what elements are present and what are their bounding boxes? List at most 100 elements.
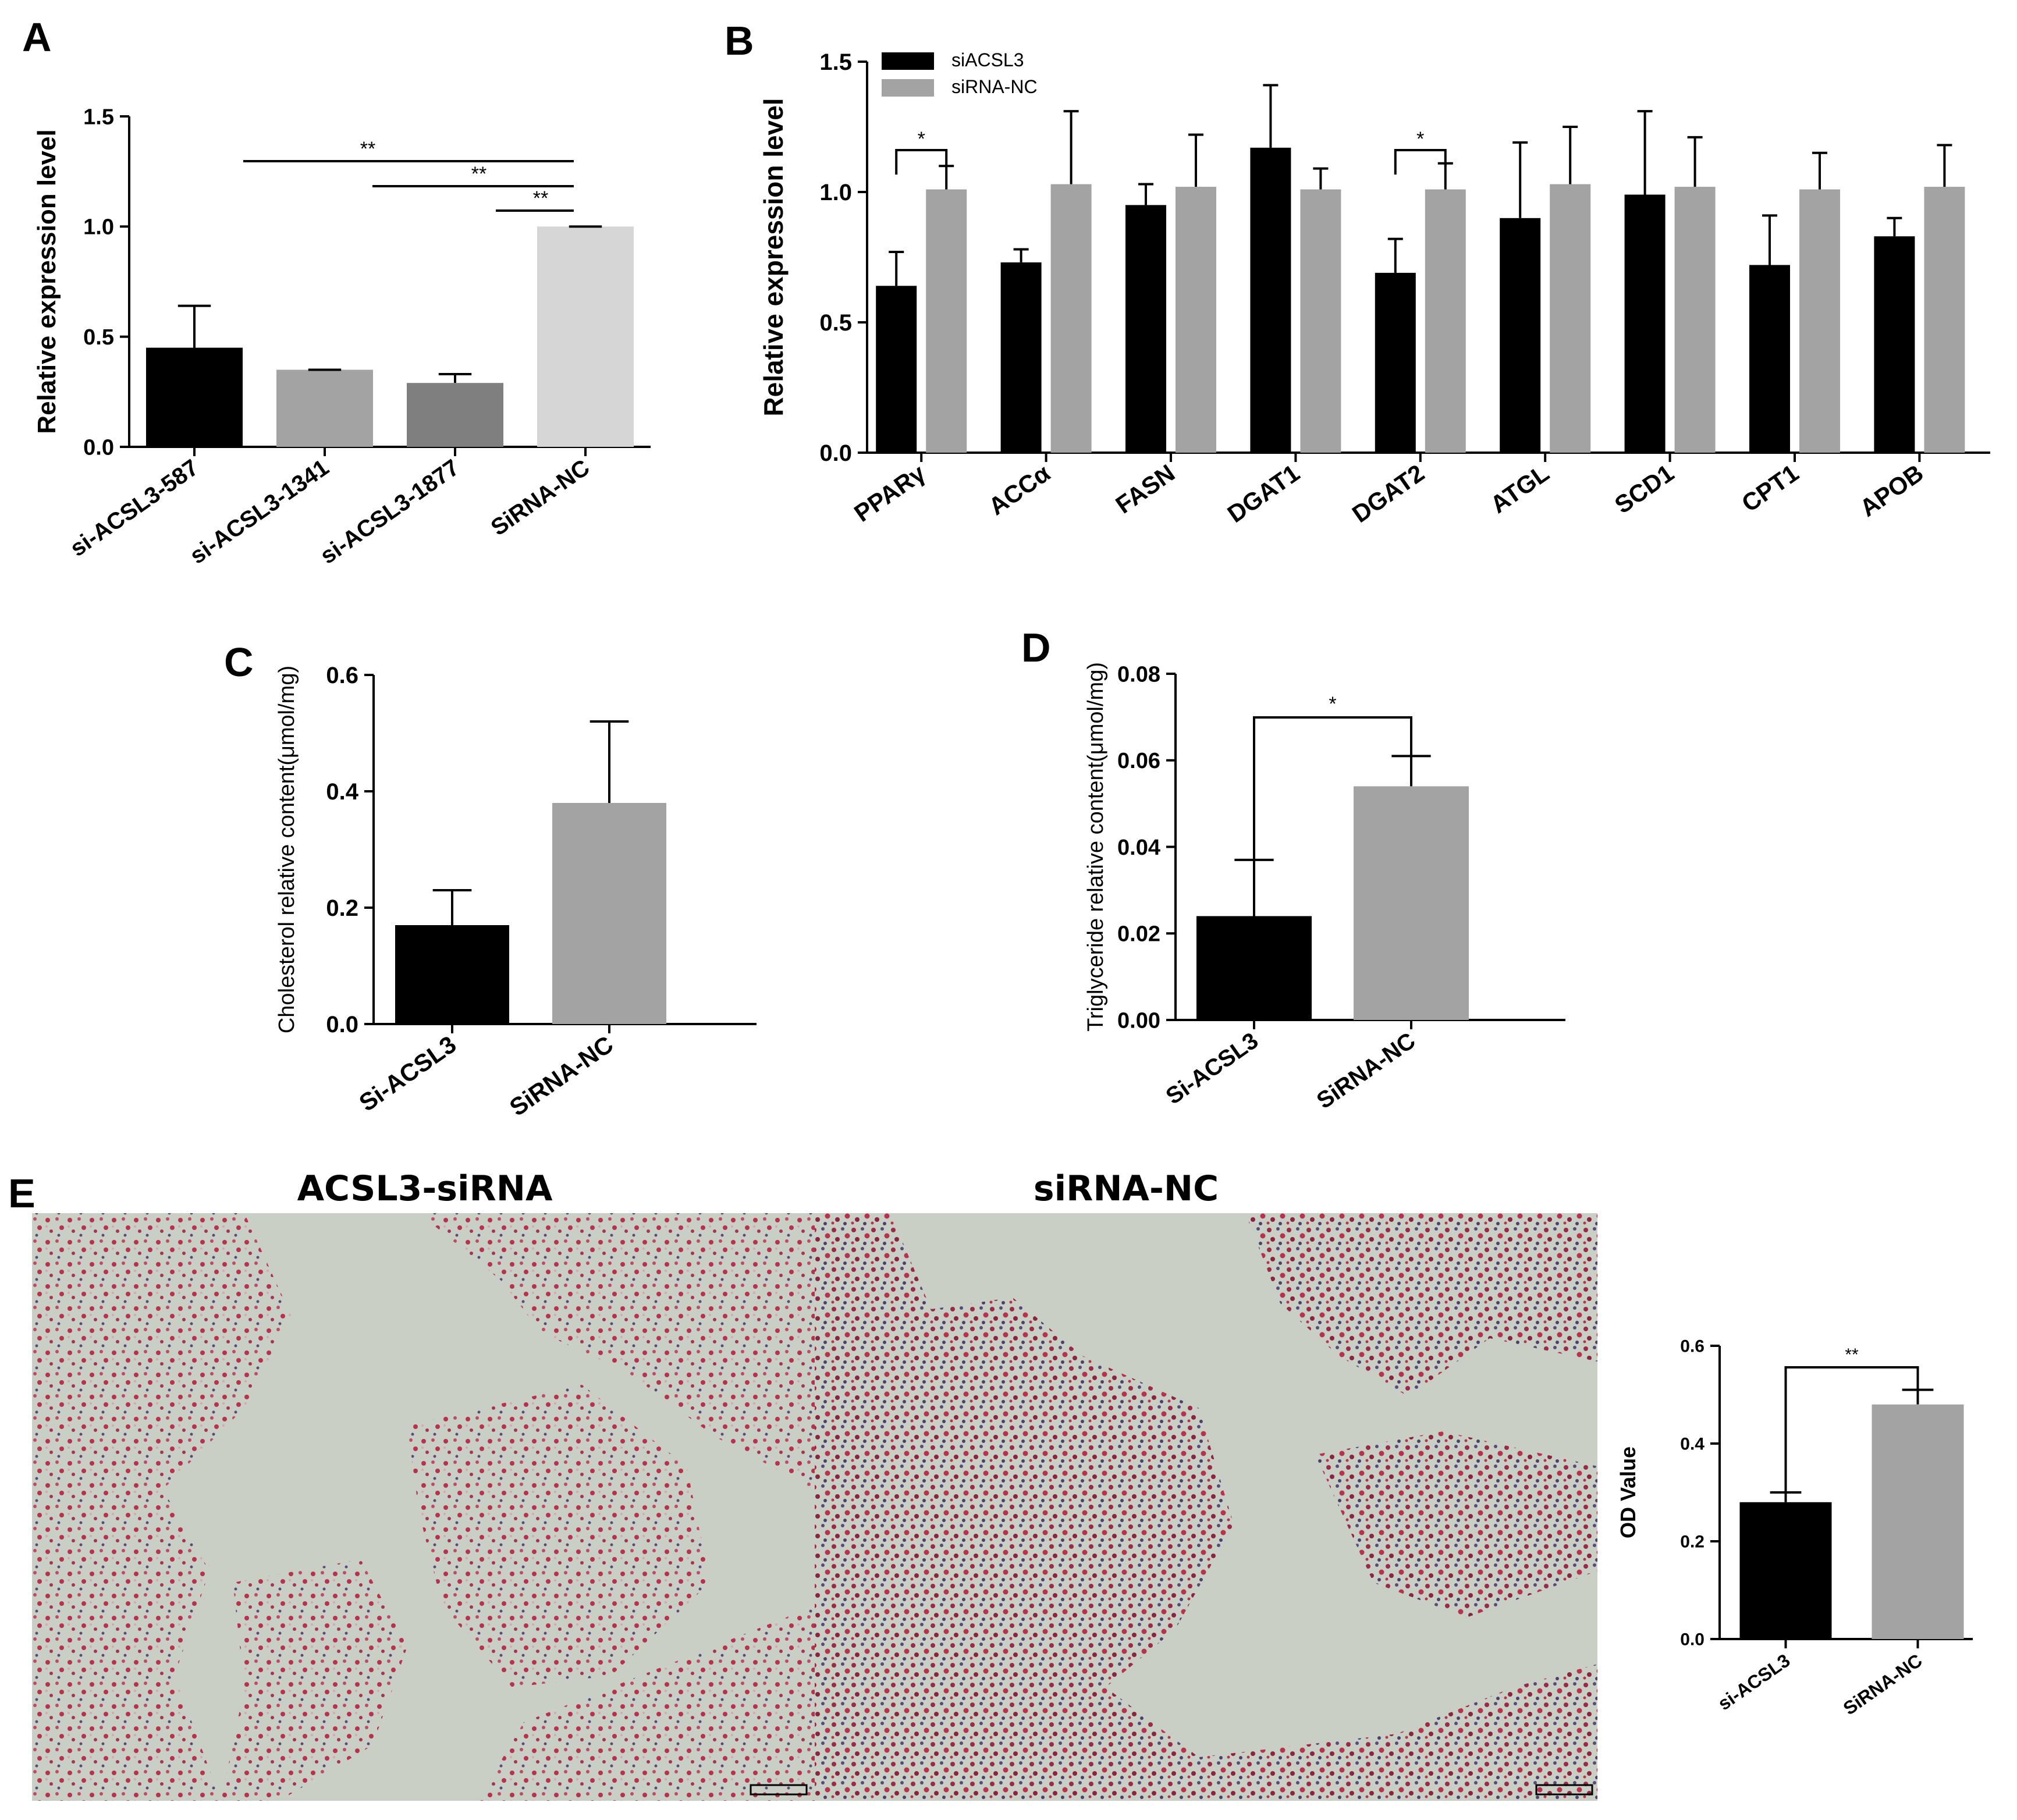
x-tick-label: PPARγ: [849, 459, 931, 527]
legend-swatch: [882, 52, 934, 70]
photo-title-acsl3-sirna: ACSL3-siRNA: [297, 1168, 553, 1209]
panel-letter-a: A: [22, 15, 52, 60]
y-tick-label: 0.5: [83, 325, 114, 350]
significance-label: **: [1845, 1345, 1859, 1364]
significance-label: *: [1416, 128, 1424, 150]
legend-swatch: [882, 79, 934, 97]
bar-sirna-nc: [1354, 786, 1469, 1020]
y-tick-label: 0.06: [1117, 749, 1160, 773]
bar-si-acsl3-1877: [407, 383, 503, 447]
bar-siacsl3-6: [1624, 194, 1666, 453]
chart-b: 0.0 0.5 1.0 1.5 Relative expression level PPA…: [758, 49, 1990, 528]
bar-sirna-nc-5: [1550, 184, 1591, 453]
x-tick-label: ACCα: [983, 459, 1055, 521]
y-tick-label: 0.6: [326, 663, 358, 688]
x-tick-label: CPT1: [1737, 459, 1803, 517]
bar-si-acsl3: [1196, 916, 1312, 1020]
micrograph-sirna-nc: [815, 1213, 1597, 1801]
x-tick-label: APOB: [1855, 459, 1928, 522]
y-axis-title: Relative expression level: [33, 129, 61, 433]
significance-label: *: [918, 128, 925, 150]
chart-c: 0.0 0.2 0.4 0.6 Cholesterol relative content…: [275, 663, 757, 1121]
y-tick-label: 0.0: [83, 435, 114, 460]
bar-siacsl3-4: [1375, 272, 1416, 453]
y-tick-label: 0.00: [1117, 1008, 1160, 1033]
bar-siacsl3-5: [1500, 218, 1541, 453]
panel-letter-b: B: [725, 18, 754, 63]
x-tick-label: SiRNA-NC: [505, 1030, 618, 1121]
bar-sirna-nc-8: [1924, 187, 1965, 453]
y-tick-label: 0.4: [1680, 1435, 1704, 1454]
y-tick-label: 0.6: [1680, 1337, 1704, 1356]
y-tick-label: 0.2: [326, 895, 358, 921]
y-tick-label: 1.5: [83, 105, 114, 129]
x-tick-label: DGAT2: [1347, 459, 1429, 528]
x-tick-label: si-ACSL3-587: [66, 454, 203, 561]
significance-bracket: [1253, 716, 1412, 860]
y-axis-title: Relative expression level: [758, 98, 789, 416]
bar-sirna-nc: [537, 226, 634, 447]
significance-label: **: [533, 187, 548, 209]
significance-bracket: [895, 149, 948, 175]
x-tick-label: Si-ACSL3: [1162, 1028, 1263, 1110]
chart-e: 0.0 0.2 0.4 0.6 OD Value si-ACSL3 SiRNA-NC **: [1616, 1337, 1973, 1719]
panel-letter-c: C: [224, 639, 254, 685]
bar-sirna-nc-7: [1799, 189, 1840, 453]
y-tick-label: 0.5: [819, 310, 852, 336]
y-tick-label: 0.0: [1680, 1630, 1704, 1650]
x-tick-label: si-ACSL3: [1714, 1650, 1794, 1714]
x-tick-label: Si-ACSL3: [354, 1030, 461, 1117]
x-tick-label: SiRNA-NC: [487, 454, 594, 541]
x-tick-label: ATGL: [1485, 459, 1554, 518]
y-axis-title: Cholesterol relative content(μmol/mg): [275, 666, 299, 1033]
significance-bracket: [1394, 149, 1447, 175]
bar-siacsl3-3: [1250, 147, 1291, 453]
y-tick-label: 1.5: [819, 49, 852, 75]
significance-label: **: [360, 138, 375, 160]
bar-sirna-nc-6: [1674, 187, 1716, 453]
x-tick-label: DGAT1: [1223, 459, 1305, 528]
bar-siacsl3-7: [1749, 265, 1790, 453]
bar-si-acsl3: [395, 925, 509, 1024]
micrograph-acsl3-sirna: [32, 1213, 815, 1801]
y-tick-label: 0.0: [326, 1012, 358, 1037]
bar-sirna-nc: [552, 803, 666, 1024]
x-tick-label: FASN: [1110, 459, 1180, 519]
y-axis-title: Triglyceride relative content(μmol/mg): [1084, 662, 1108, 1032]
panel-letter-e: E: [8, 1171, 35, 1216]
y-tick-label: 0.04: [1117, 836, 1160, 860]
bar-siacsl3-8: [1874, 236, 1915, 453]
bar-sirna-nc-4: [1425, 189, 1466, 453]
y-tick-label: 0.0: [819, 440, 852, 466]
y-tick-label: 0.4: [326, 779, 358, 805]
bar-si-acsl3-587: [146, 347, 243, 447]
y-tick-label: 0.08: [1117, 662, 1160, 687]
x-tick-label: si-ACSL3-1341: [185, 454, 333, 569]
bar-siacsl3-2: [1125, 205, 1166, 453]
legend-label: siACSL3: [951, 49, 1024, 70]
panel-letter-d: D: [1021, 625, 1051, 670]
photo-title-sirna-nc: siRNA-NC: [1034, 1168, 1219, 1209]
bar-si-acsl3-1341: [276, 369, 373, 447]
x-tick-label: SiRNA-NC: [1840, 1650, 1926, 1719]
bar-sirna-nc-2: [1176, 187, 1216, 453]
legend-label: siRNA-NC: [951, 76, 1038, 97]
y-tick-label: 1.0: [83, 215, 114, 240]
bar-sirna-nc-0: [926, 189, 967, 453]
x-tick-label: si-ACSL3-1877: [315, 454, 464, 569]
bar-si-acsl3: [1739, 1502, 1832, 1639]
significance-label: *: [1329, 693, 1336, 715]
y-tick-label: 0.2: [1680, 1533, 1704, 1552]
bar-siacsl3-1: [1000, 262, 1042, 453]
bar-sirna-nc-3: [1300, 189, 1341, 453]
x-tick-label: SCD1: [1610, 459, 1679, 519]
bar-sirna-nc-1: [1050, 184, 1092, 453]
y-tick-label: 1.0: [819, 180, 852, 205]
significance-bracket: [1784, 1366, 1919, 1492]
y-axis-title: OD Value: [1616, 1446, 1640, 1538]
significance-label: **: [471, 163, 487, 185]
x-tick-label: SiRNA-NC: [1312, 1028, 1420, 1114]
y-tick-label: 0.02: [1117, 922, 1160, 947]
